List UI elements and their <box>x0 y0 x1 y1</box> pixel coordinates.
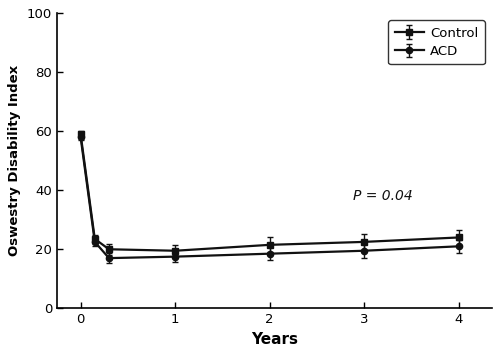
Y-axis label: Oswestry Disability Index: Oswestry Disability Index <box>8 65 22 256</box>
X-axis label: Years: Years <box>251 332 298 347</box>
Text: P = 0.04: P = 0.04 <box>352 189 412 203</box>
Legend: Control, ACD: Control, ACD <box>388 20 485 64</box>
